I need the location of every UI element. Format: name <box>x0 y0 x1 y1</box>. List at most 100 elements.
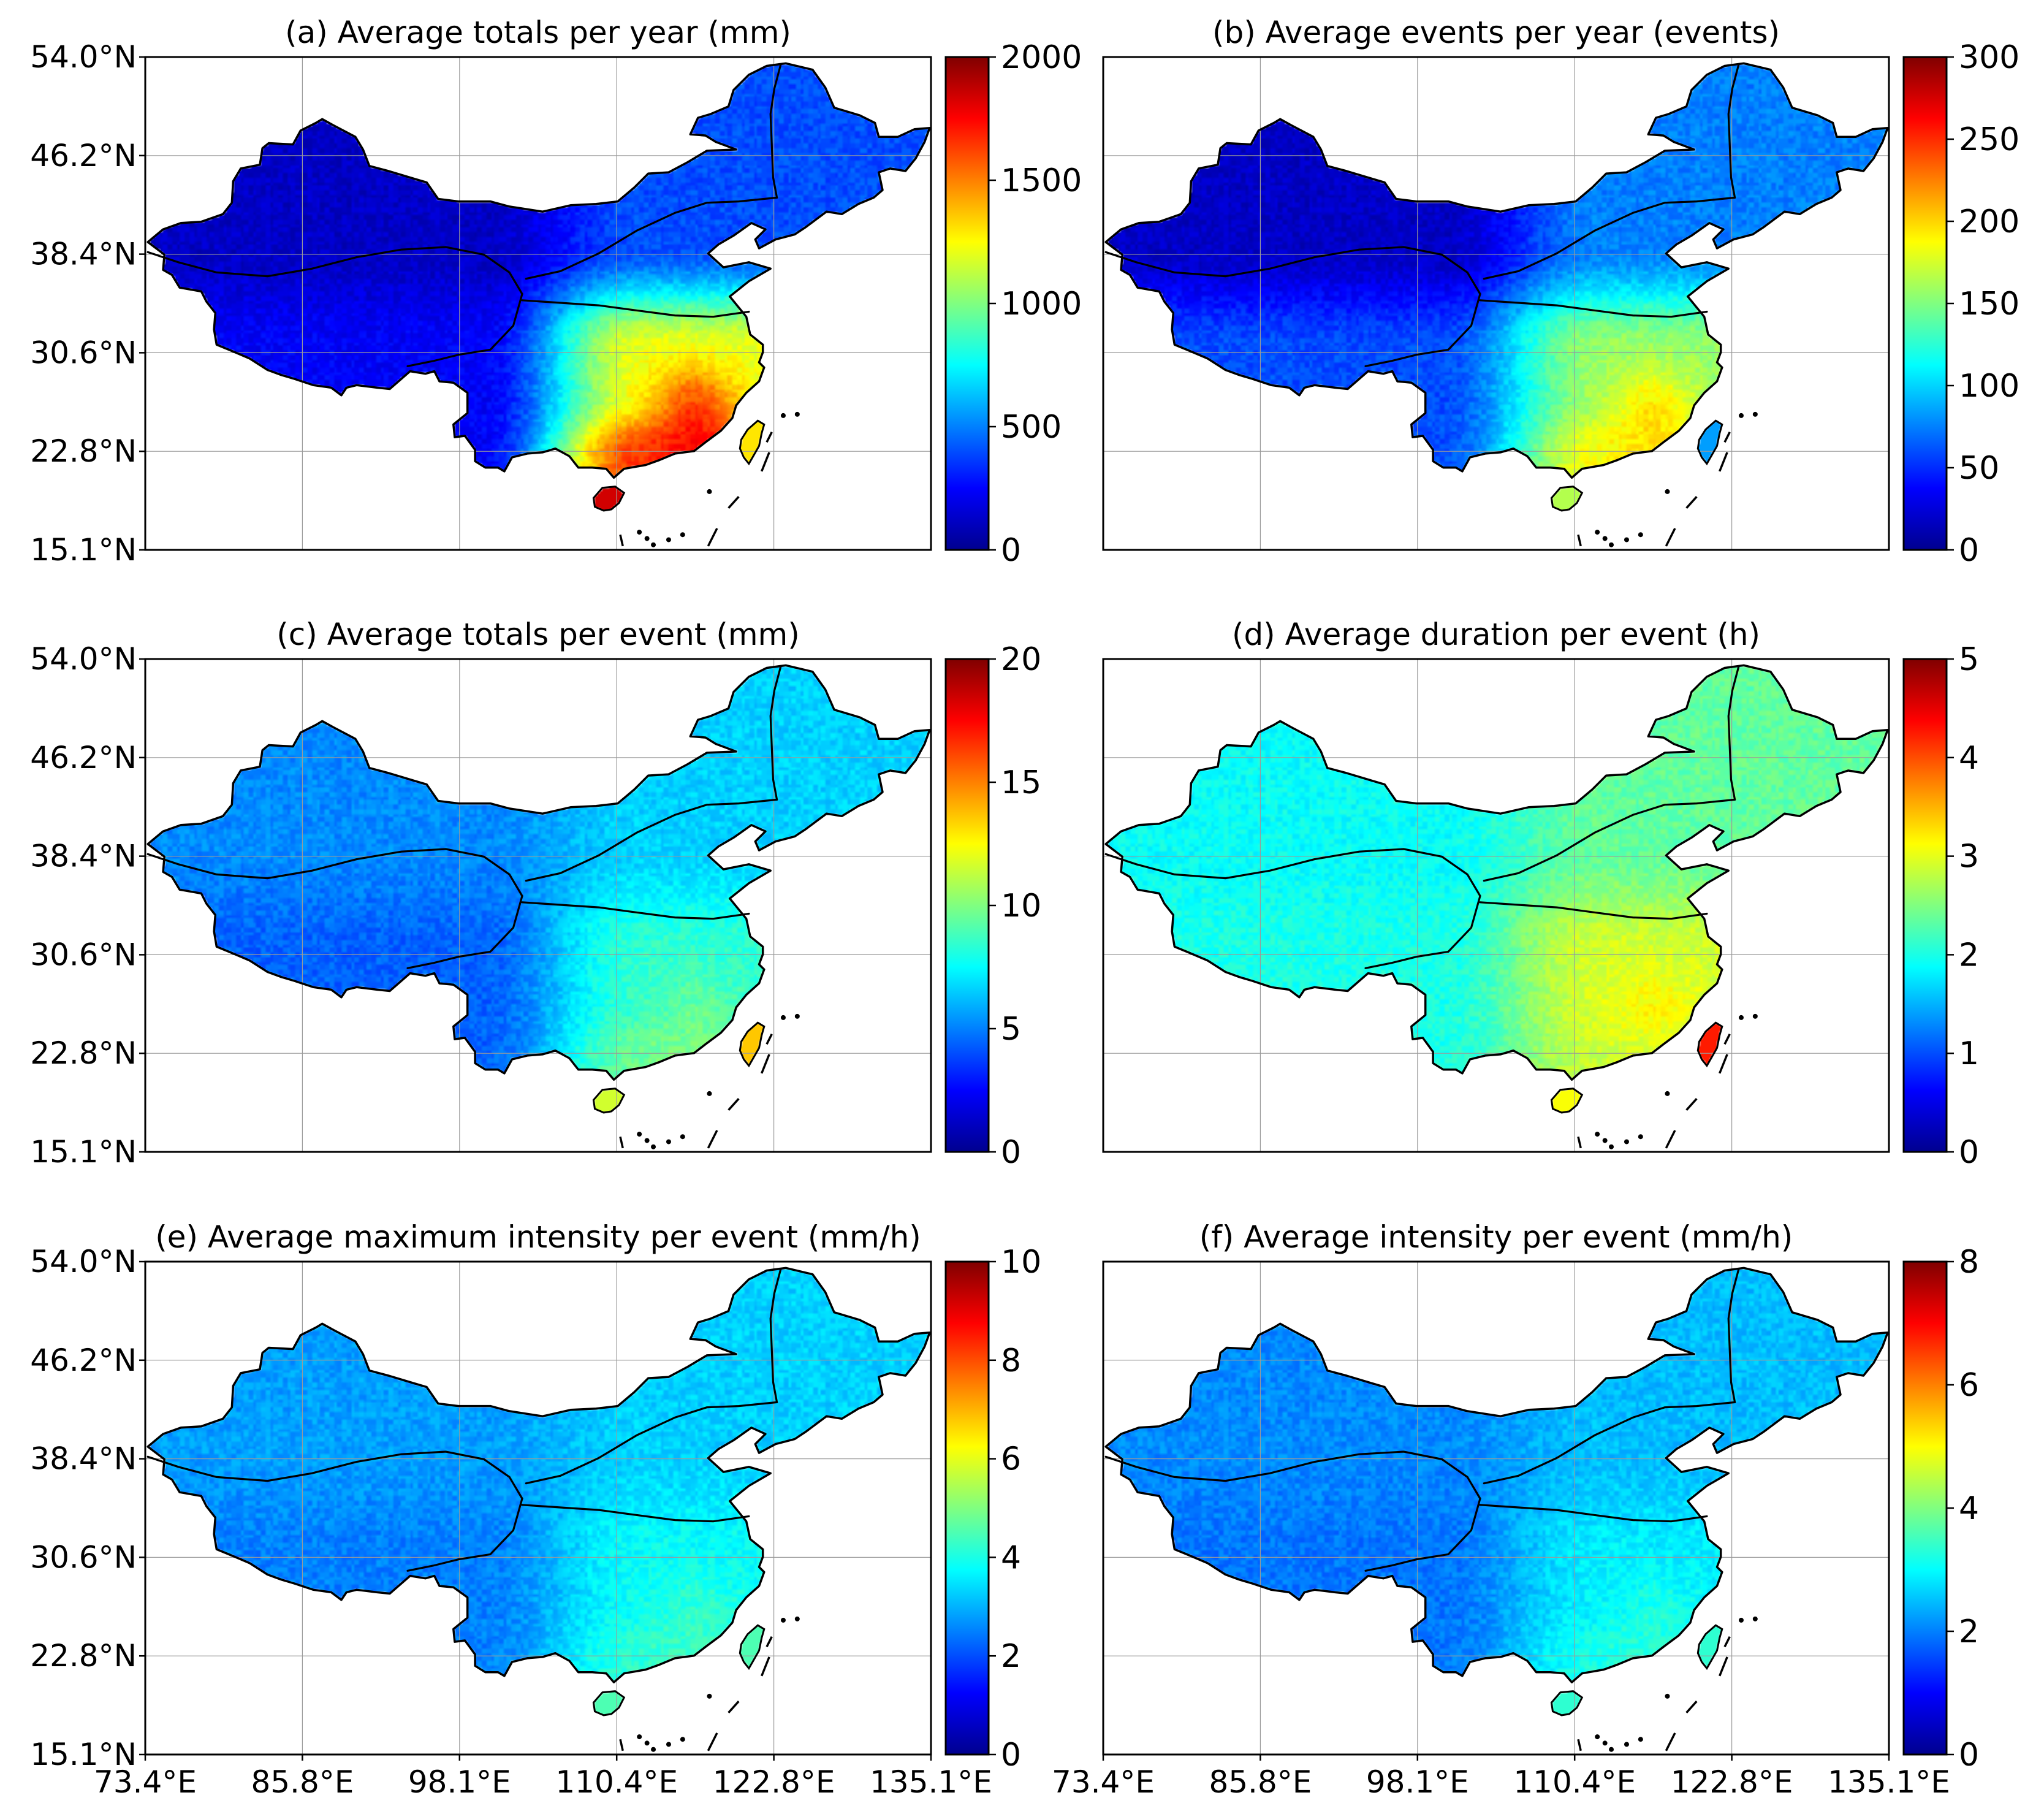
colorbar-tick-label: 0 <box>1001 532 1021 569</box>
nine-dash-line <box>728 1701 740 1713</box>
map-frame <box>144 658 932 1153</box>
heatmap-field <box>148 63 930 511</box>
colorbar-tick-label: 6 <box>1001 1441 1021 1478</box>
panel-e: (e) Average maximum intensity per event … <box>30 1219 1041 1800</box>
island-marker <box>1624 1742 1629 1747</box>
region-boundary-3 <box>1727 63 1740 199</box>
island-marker <box>1609 1144 1614 1149</box>
china-border <box>1104 1267 1889 1683</box>
island-marker <box>680 532 685 538</box>
island-marker <box>680 1134 685 1140</box>
colorbar-tick-label: 20 <box>1001 641 1041 678</box>
lon-tick-label: 135.1°E <box>1828 1764 1950 1800</box>
nine-dash-line <box>766 1636 773 1648</box>
region-boundary-1 <box>1104 848 1481 969</box>
island-marker <box>1752 411 1758 417</box>
gridlines <box>145 1262 931 1755</box>
panel-f: (f) Average intensity per event (mm/h) 73… <box>1052 1219 1979 1800</box>
region-boundary-4 <box>1479 299 1708 318</box>
colorbar-tick-label: 8 <box>1959 1244 1979 1281</box>
island-marker <box>1638 1134 1643 1140</box>
lon-tick-label: 122.8°E <box>1671 1764 1793 1800</box>
nine-dash-line <box>728 1098 740 1111</box>
taiwan-border <box>1696 1021 1723 1068</box>
island-marker <box>1624 1139 1629 1145</box>
region-boundary-1 <box>146 848 523 969</box>
region-boundary-3 <box>1727 665 1740 801</box>
lat-tick-label: 30.6°N <box>30 937 137 972</box>
gridlines <box>145 659 931 1152</box>
lon-tick-label: 85.8°E <box>1209 1764 1312 1800</box>
lat-tick-label: 15.1°N <box>30 532 137 568</box>
island-marker <box>666 537 671 543</box>
island-marker <box>707 1091 712 1096</box>
region-boundary-4 <box>521 901 750 920</box>
island-marker <box>1609 1747 1614 1752</box>
nine-dash-line <box>619 1136 624 1149</box>
island-marker <box>780 1617 786 1623</box>
nine-dash-line <box>1577 1136 1582 1149</box>
colorbar-tick-label: 50 <box>1959 450 1999 487</box>
lat-tick-label: 46.2°N <box>30 138 137 173</box>
island-marker <box>1752 1013 1758 1019</box>
island-marker <box>637 530 642 535</box>
colorbar-tick-label: 6 <box>1959 1367 1979 1404</box>
island-marker <box>1638 1737 1643 1742</box>
colorbar-tick-label: 2 <box>1959 937 1979 973</box>
lat-tick-label: 30.6°N <box>30 1539 137 1575</box>
taiwan-border <box>1696 419 1723 466</box>
colorbar <box>1904 57 1947 550</box>
region-boundary-1 <box>1104 1450 1481 1572</box>
island-marker <box>1595 530 1600 535</box>
island-marker <box>637 1734 642 1740</box>
colorbar-tick-label: 5 <box>1959 641 1979 678</box>
island-marker <box>644 536 650 541</box>
colorbar-tick-label: 0 <box>1959 532 1979 569</box>
island-marker <box>644 1740 650 1746</box>
island-marker <box>1595 1132 1600 1137</box>
nine-dash-line <box>1719 1656 1728 1677</box>
colorbar-tick-label: 1500 <box>1001 162 1082 199</box>
island-marker <box>1665 1693 1670 1699</box>
lon-tick-label: 98.1°E <box>408 1764 511 1800</box>
lat-tick-label: 46.2°N <box>30 1343 137 1378</box>
gridlines <box>1103 1262 1889 1755</box>
island-marker <box>1752 1616 1758 1621</box>
lat-tick-label: 22.8°N <box>30 1035 137 1071</box>
lon-tick-label: 110.4°E <box>555 1764 678 1800</box>
lon-tick-label: 135.1°E <box>870 1764 992 1800</box>
hainan-border <box>592 486 626 512</box>
colorbar-tick-label: 1 <box>1959 1035 1979 1072</box>
island-marker <box>1738 413 1744 418</box>
region-boundary-3 <box>769 665 782 801</box>
nine-dash-line <box>1577 534 1582 547</box>
nine-dash-line <box>1665 1130 1676 1149</box>
colorbar-tick-label: 2000 <box>1001 39 1082 76</box>
nine-dash-line <box>1719 452 1728 472</box>
nine-dash-line <box>766 432 773 443</box>
lat-tick-label: 38.4°N <box>30 237 137 272</box>
colorbar <box>1904 659 1947 1152</box>
region-boundary-1 <box>1104 246 1481 367</box>
panel-title: (b) Average events per year (events) <box>1212 15 1780 50</box>
taiwan-border <box>739 419 766 466</box>
panel-title: (f) Average intensity per event (mm/h) <box>1199 1219 1793 1255</box>
lon-tick-label: 110.4°E <box>1513 1764 1636 1800</box>
nine-dash-line <box>1723 432 1731 443</box>
colorbar-tick-label: 15 <box>1001 764 1041 801</box>
colorbar-tick-label: 8 <box>1001 1343 1021 1379</box>
colorbar-tick-label: 2 <box>1959 1614 1979 1650</box>
panel-title: (a) Average totals per year (mm) <box>285 15 791 50</box>
island-marker <box>1665 489 1670 494</box>
island-marker <box>666 1742 671 1747</box>
region-boundary-2 <box>525 798 778 882</box>
nine-dash-line <box>1685 496 1698 509</box>
panel-title: (d) Average duration per event (h) <box>1232 617 1760 652</box>
island-marker <box>637 1132 642 1137</box>
colorbar <box>1904 1262 1947 1755</box>
nine-dash-line <box>1685 1701 1698 1713</box>
colorbar-tick-label: 300 <box>1959 39 2019 76</box>
nine-dash-line <box>1723 1636 1731 1648</box>
hainan-border <box>1550 1690 1584 1716</box>
